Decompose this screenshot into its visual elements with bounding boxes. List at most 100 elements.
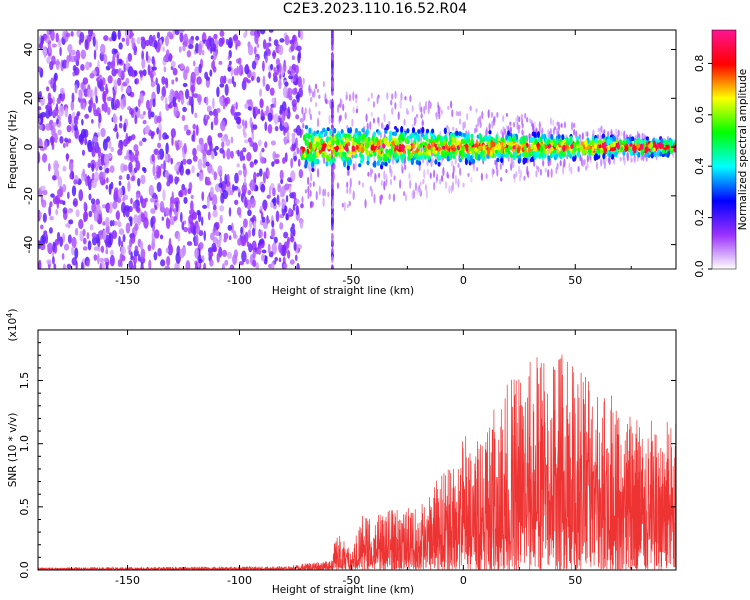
heatmap-cell bbox=[151, 153, 155, 162]
heatmap-cell bbox=[267, 112, 273, 122]
heatmap-cell bbox=[586, 155, 589, 163]
heatmap-cell bbox=[224, 259, 229, 266]
heatmap-cell bbox=[526, 117, 529, 123]
heatmap-cell bbox=[330, 265, 334, 269]
heatmap-cell bbox=[580, 141, 584, 146]
heatmap-cell bbox=[46, 243, 52, 249]
heatmap-cell bbox=[557, 134, 561, 139]
heatmap-cell bbox=[232, 230, 237, 239]
heatmap-cell bbox=[247, 106, 252, 111]
heatmap-cell bbox=[444, 180, 448, 189]
heatmap-cell bbox=[383, 180, 386, 191]
heatmap-cell bbox=[595, 161, 599, 170]
heatmap-cell bbox=[330, 38, 334, 47]
heatmap-cell bbox=[549, 117, 553, 126]
heatmap-cell bbox=[622, 140, 626, 146]
heatmap-cell bbox=[437, 104, 440, 114]
heatmap-cell bbox=[279, 38, 285, 43]
heatmap-cell bbox=[133, 51, 137, 56]
heatmap-cell bbox=[308, 127, 312, 135]
heatmap-cell bbox=[191, 86, 194, 98]
heatmap-cell bbox=[459, 142, 463, 149]
heatmap-cell bbox=[149, 98, 153, 110]
heatmap-cell bbox=[411, 190, 414, 200]
heatmap-cell bbox=[119, 253, 123, 264]
heatmap-cell bbox=[296, 262, 300, 269]
heatmap-cell bbox=[452, 164, 455, 174]
heatmap-cell bbox=[404, 96, 407, 101]
heatmap-cell bbox=[374, 172, 377, 183]
heatmap-cell bbox=[111, 219, 115, 227]
heatmap-cell bbox=[123, 164, 128, 172]
heatmap-cell bbox=[537, 166, 540, 173]
heatmap-cell bbox=[485, 136, 489, 141]
heatmap-cell bbox=[363, 147, 367, 152]
heatmap-cell bbox=[235, 116, 241, 125]
heatmap-cell bbox=[409, 95, 412, 103]
heatmap-cell bbox=[236, 124, 242, 130]
heatmap-cell bbox=[555, 153, 559, 159]
heatmap-cell bbox=[330, 178, 334, 185]
heatmap-cell bbox=[91, 236, 98, 246]
heatmap-cell bbox=[417, 129, 421, 134]
heatmap-cell bbox=[148, 184, 154, 197]
heatmap-cell bbox=[314, 102, 318, 108]
heatmap-cell bbox=[294, 254, 298, 262]
heatmap-cell bbox=[295, 114, 300, 120]
heatmap-cell bbox=[660, 138, 664, 144]
heatmap-cell bbox=[366, 159, 370, 166]
heatmap-cell bbox=[560, 140, 564, 146]
heatmap-cell bbox=[311, 167, 315, 172]
heatmap-cell bbox=[266, 170, 270, 177]
heatmap-cell bbox=[212, 204, 217, 211]
heatmap-cell bbox=[174, 30, 180, 36]
heatmap-cell bbox=[383, 153, 387, 159]
heatmap-cell bbox=[118, 175, 123, 180]
heatmap-cell bbox=[105, 265, 109, 269]
heatmap-cell bbox=[320, 130, 324, 135]
heatmap-cell bbox=[411, 127, 416, 134]
heatmap-cell bbox=[555, 166, 558, 175]
heatmap-cell bbox=[208, 110, 214, 116]
heatmap-cell bbox=[449, 151, 453, 159]
heatmap-cell bbox=[513, 135, 517, 142]
heatmap-cell bbox=[330, 30, 334, 37]
heatmap-cell bbox=[426, 159, 429, 167]
heatmap-cell bbox=[400, 125, 404, 134]
heatmap-cell bbox=[479, 121, 482, 128]
heatmap-cell bbox=[291, 135, 296, 145]
heatmap-cell bbox=[583, 149, 587, 154]
heatmap-cell bbox=[133, 249, 139, 257]
heatmap-cell bbox=[74, 83, 78, 94]
heatmap-cell bbox=[354, 161, 357, 171]
heatmap-cell bbox=[300, 203, 304, 209]
heatmap-y-tick-label: 0 bbox=[22, 144, 35, 151]
heatmap-cell bbox=[442, 140, 447, 145]
heatmap-cell bbox=[118, 235, 121, 247]
heatmap-cell bbox=[288, 207, 292, 216]
heatmap-cell bbox=[390, 99, 393, 106]
heatmap-cell bbox=[289, 259, 295, 265]
heatmap-cell bbox=[462, 182, 465, 188]
heatmap-cell bbox=[213, 151, 218, 157]
heatmap-cell bbox=[102, 171, 106, 180]
heatmap-cell bbox=[114, 48, 118, 54]
heatmap-cell bbox=[202, 204, 208, 209]
heatmap-cell bbox=[174, 164, 179, 172]
heatmap-cell bbox=[164, 170, 169, 177]
heatmap-cell bbox=[521, 135, 526, 142]
heatmap-cell bbox=[110, 60, 116, 70]
heatmap-cell bbox=[332, 171, 335, 181]
heatmap-cell bbox=[198, 63, 202, 74]
heatmap-cell bbox=[191, 165, 195, 174]
heatmap-cell bbox=[260, 115, 265, 121]
heatmap-cell bbox=[127, 52, 133, 62]
heatmap-cell bbox=[162, 188, 166, 201]
colorbar bbox=[711, 29, 737, 270]
heatmap-cell bbox=[330, 98, 334, 108]
heatmap-cell bbox=[299, 117, 304, 123]
heatmap-cell bbox=[49, 136, 55, 144]
heatmap-cell bbox=[301, 196, 304, 204]
heatmap-cell bbox=[370, 112, 373, 117]
heatmap-cell bbox=[369, 140, 373, 146]
